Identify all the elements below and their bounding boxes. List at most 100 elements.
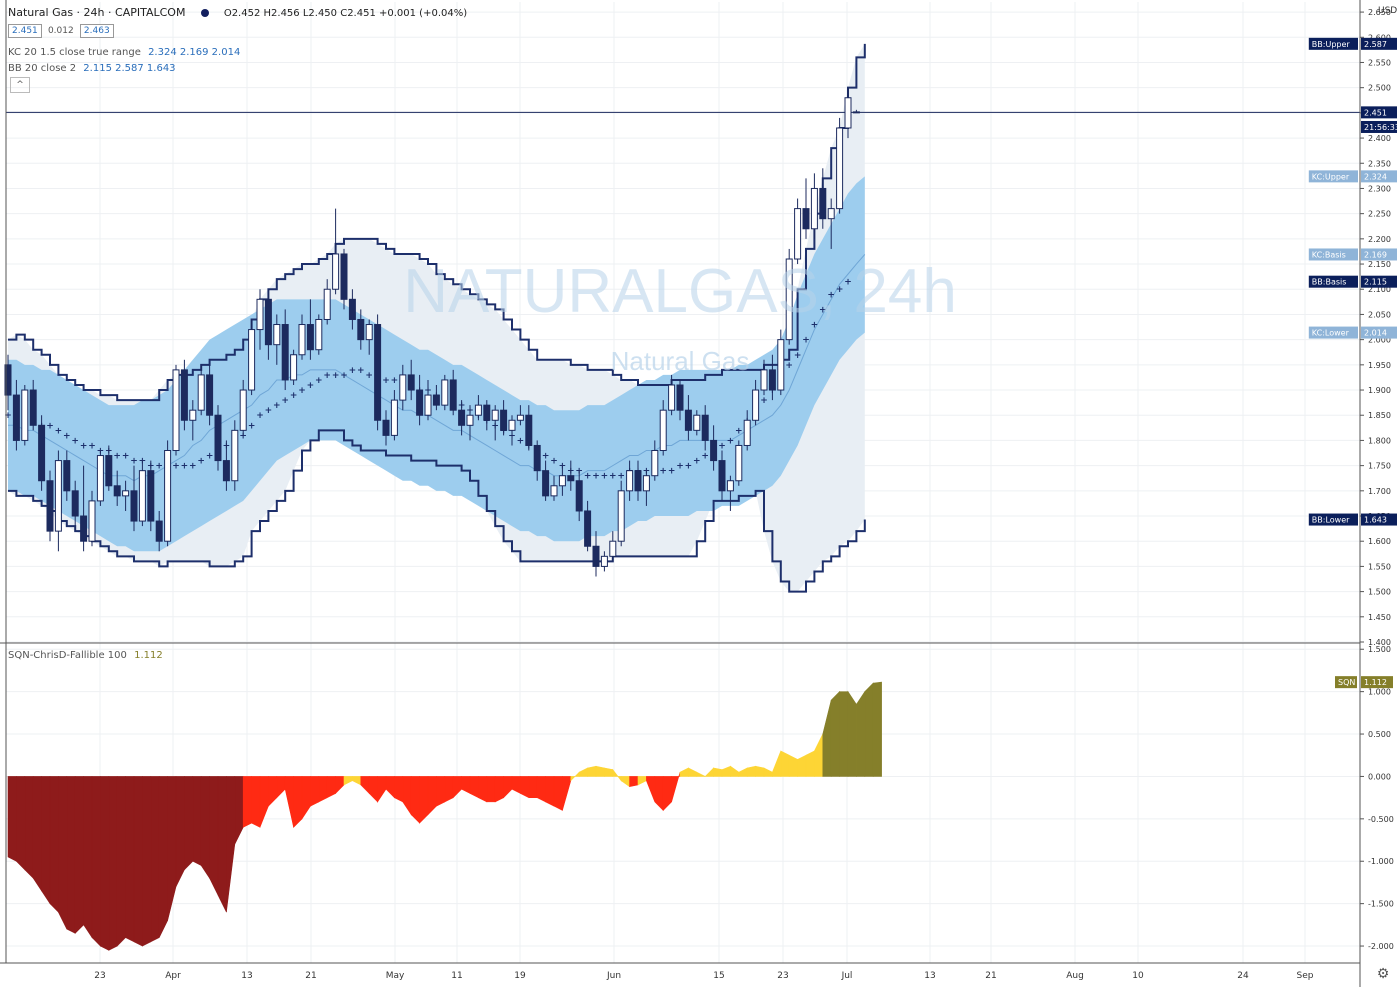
bb-basis-cross: + [71,436,79,446]
candle-body [340,253,348,300]
sqn-segment [100,776,110,951]
bb-basis-cross: + [542,452,550,462]
candle-body [474,404,482,416]
candle-body [441,379,449,406]
watermark-name: Natural Gas [611,346,750,376]
price-tag-label: KC:Basis [1312,250,1346,259]
price-tag-value: 2.014 [1364,329,1387,338]
sqn-segment [553,776,563,811]
price-tag-label-bg [1308,326,1358,339]
candle-body [802,208,810,230]
symbol-legend: Natural Gas · 24h · CAPITALCOM O2.452 H2… [8,6,467,19]
candle-body [273,324,281,346]
sqn-segment [368,776,378,803]
candle-body [231,429,239,482]
bb-basis-cross: + [122,452,130,462]
bb-basis-cross: + [332,371,340,381]
candle-body [432,394,440,406]
sqn-segment [234,776,244,845]
bid-box[interactable]: 2.451 [8,24,42,38]
settings-gear-icon[interactable]: ⚙ [1376,966,1390,982]
sqn-segment [74,776,84,935]
sqn-segment [654,776,664,812]
price-tick-label: 1.800 [1368,436,1391,445]
bb-basis-cross: + [811,321,819,331]
price-tick-label: 1.900 [1368,386,1391,395]
sqn-legend[interactable]: SQN-ChrisD-Fallible 100 1.112 [8,650,163,661]
sqn-segment [486,776,496,803]
candle-body [676,384,684,411]
candle-body [617,490,625,542]
candle-body [21,389,29,441]
sqn-segment [175,776,185,887]
candle-body [844,97,852,129]
bb-basis-cross: + [55,426,63,436]
sqn-segment [738,767,748,777]
candle-body [113,485,121,497]
candle-body [180,369,188,421]
bb-basis-cross: + [794,351,802,361]
candle-body [710,439,718,462]
sqn-segment [730,765,740,777]
sqn-tick-label: -1.000 [1368,857,1394,866]
bb-legend[interactable]: BB 20 close 2 2.115 2.587 1.643 [8,63,176,74]
keltner-channel-area [8,176,865,552]
sqn-segment [343,776,353,786]
price-tick-label: 1.500 [1368,588,1391,597]
candle-body [96,455,104,502]
bb-basis-cross: + [181,462,189,472]
candle-body [567,475,575,482]
sqn-segment [570,771,580,782]
candle-body [760,369,768,391]
ask-box[interactable]: 2.463 [79,24,114,38]
candle-body [416,389,424,416]
sqn-segment [856,690,866,777]
sqn-segment [528,776,538,798]
candle-body [424,394,432,416]
bb-basis-cross: + [323,371,331,381]
price-tick-label: 2.600 [1368,33,1391,42]
bb-basis-cross: + [189,462,197,472]
bb-basis-cross: + [701,452,709,462]
price-tag-value: 21:56:33 [1364,123,1400,132]
kc-fill [8,176,865,552]
price-tag-value-bg [1361,326,1397,339]
bb-basis-cross: + [349,366,357,376]
sqn-segment [587,765,597,777]
price-tag-value: 2.587 [1364,40,1387,49]
candle-body [466,414,474,426]
price-tick-label: 1.600 [1368,537,1391,546]
collapse-legend-button[interactable]: ^ [10,77,30,93]
price-tick-label: 2.250 [1368,210,1391,219]
sqn-segment [830,690,840,777]
candle-body [684,409,692,431]
symbol-title[interactable]: Natural Gas · 24h · CAPITALCOM [8,6,186,19]
bb-basis-cross: + [206,452,214,462]
candle-body [449,379,457,411]
sqn-segment [436,776,446,807]
price-tag-value-bg [1361,248,1397,261]
candle-body [138,470,146,522]
sqn-tick-label: 0.000 [1368,772,1391,781]
price-tick-label: 2.100 [1368,285,1391,294]
sqn-segment [763,767,773,777]
sqn-segment [91,776,101,947]
sqn-segment [125,776,135,943]
currency-label[interactable]: USD [1378,6,1398,16]
sqn-segment [478,776,488,803]
sqn-segment [444,776,454,803]
candle-body [122,490,130,497]
price-candles [4,87,860,577]
sqn-tick-label: -0.500 [1368,815,1394,824]
sqn-segment [872,681,882,777]
bb-basis-cross: + [273,401,281,411]
candle-body [458,409,466,426]
candle-body [777,339,785,391]
spread-value: 0.012 [47,26,74,36]
sqn-segment [679,767,689,777]
kc-legend[interactable]: KC 20 1.5 close true range 2.324 2.169 2… [8,47,240,58]
candle-body [558,475,566,487]
bb-basis-cross: + [693,457,701,467]
candle-body [214,414,222,462]
